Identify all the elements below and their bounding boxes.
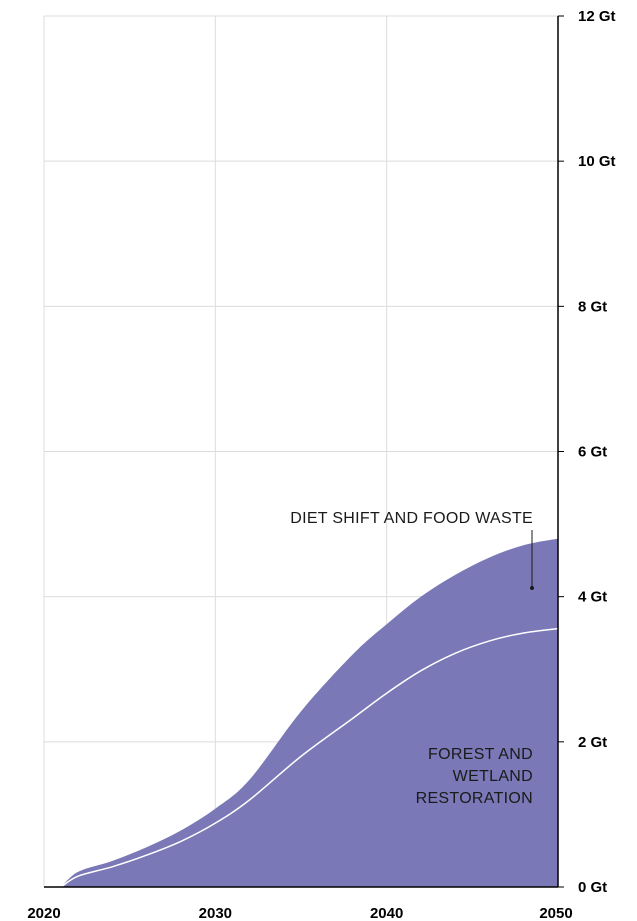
y-tick-label: 8 Gt: [578, 298, 607, 315]
x-tick-label: 2050: [539, 905, 572, 921]
y-tick-label: 2 Gt: [578, 734, 607, 751]
x-tick-label: 2040: [370, 905, 403, 921]
annotations: DIET SHIFT AND FOOD WASTE FOREST AND WETLA…: [290, 510, 534, 807]
y-tick-label: 10 Gt: [578, 153, 616, 170]
annotation-forest-line: FOREST AND: [428, 746, 533, 763]
x-tick-label: 2020: [27, 905, 60, 921]
x-tick-label: 2030: [199, 905, 232, 921]
series-boundary-line: [60, 627, 559, 888]
grid: [43, 15, 558, 887]
annotation-leader-dot: [530, 586, 534, 590]
y-tick-label: 6 Gt: [578, 444, 607, 461]
y-tick-label: 12 Gt: [578, 8, 616, 25]
area-forest-wetland-restoration: [61, 628, 559, 887]
axes: 0 Gt 2 Gt 4 Gt 6 Gt 8 Gt 10 Gt 12 Gt 2020 2030 20…: [27, 8, 615, 921]
annotation-diet-shift: DIET SHIFT AND FOOD WASTE: [290, 510, 533, 527]
y-tick-label: 0 Gt: [578, 879, 607, 896]
annotation-forest-line: WETLAND: [453, 768, 533, 785]
area-layer: [60, 538, 559, 888]
annotation-forest-line: RESTORATION: [416, 790, 533, 807]
y-tick-label: 4 Gt: [578, 589, 607, 606]
